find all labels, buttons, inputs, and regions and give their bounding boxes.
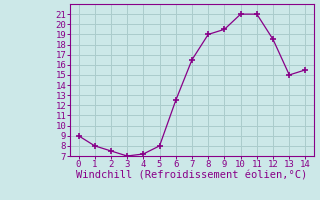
X-axis label: Windchill (Refroidissement éolien,°C): Windchill (Refroidissement éolien,°C) [76, 171, 308, 181]
